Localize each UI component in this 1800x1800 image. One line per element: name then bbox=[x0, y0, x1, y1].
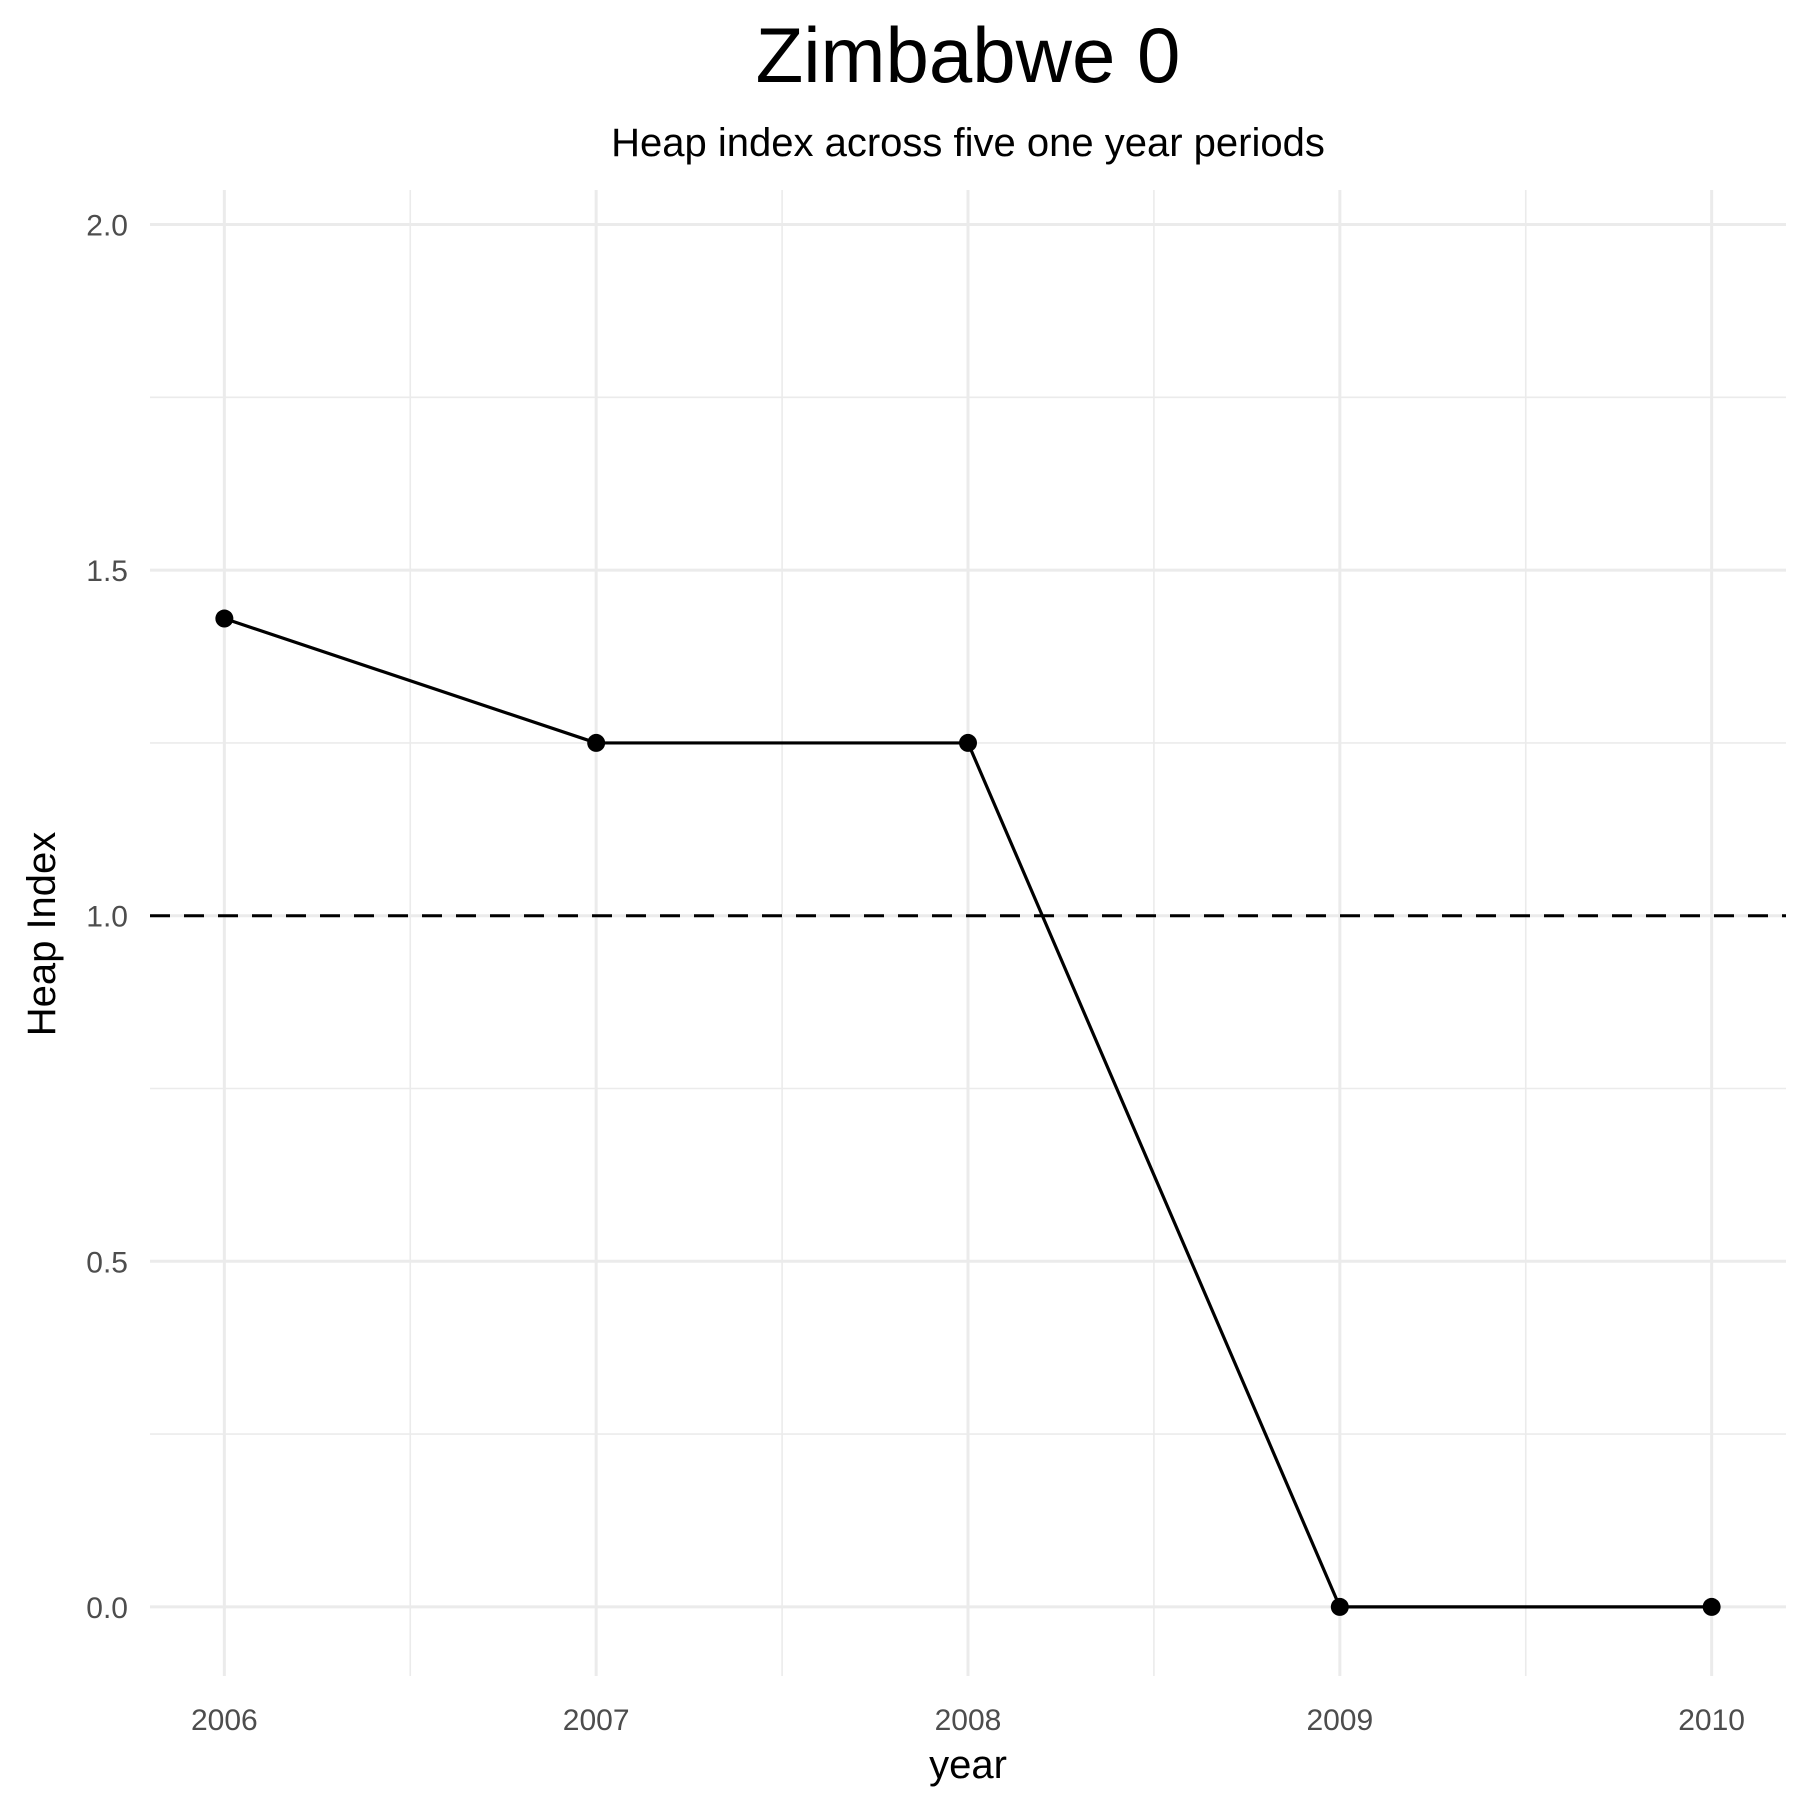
data-point bbox=[1330, 1597, 1349, 1616]
data-point bbox=[959, 733, 977, 752]
y-tick-labels: 0.0 0.5 1.0 1.5 2.0 bbox=[86, 210, 128, 1625]
y-axis-title: Heap Index bbox=[20, 832, 64, 1037]
series-group bbox=[215, 609, 1721, 1616]
chart-title: Zimbabwe 0 bbox=[756, 11, 1181, 99]
x-tick-label: 2006 bbox=[191, 1704, 258, 1737]
data-point bbox=[215, 609, 234, 628]
data-point bbox=[587, 733, 606, 752]
x-tick-label: 2009 bbox=[1306, 1704, 1373, 1737]
grid bbox=[150, 190, 1786, 1676]
y-tick-label: 1.5 bbox=[86, 555, 128, 588]
y-tick-label: 1.0 bbox=[86, 901, 128, 934]
y-tick-label: 0.0 bbox=[86, 1592, 128, 1625]
x-tick-label: 2007 bbox=[563, 1704, 630, 1737]
y-tick-label: 0.5 bbox=[86, 1246, 128, 1279]
x-tick-label: 2010 bbox=[1678, 1704, 1745, 1737]
x-axis-title: year bbox=[929, 1743, 1007, 1787]
data-point bbox=[1702, 1597, 1721, 1616]
chart-subtitle: Heap index across five one year periods bbox=[611, 121, 1325, 165]
x-tick-label: 2008 bbox=[935, 1704, 1002, 1737]
x-tick-labels: 2006 2007 2008 2009 2010 bbox=[191, 1704, 1745, 1737]
y-tick-label: 2.0 bbox=[86, 210, 128, 243]
